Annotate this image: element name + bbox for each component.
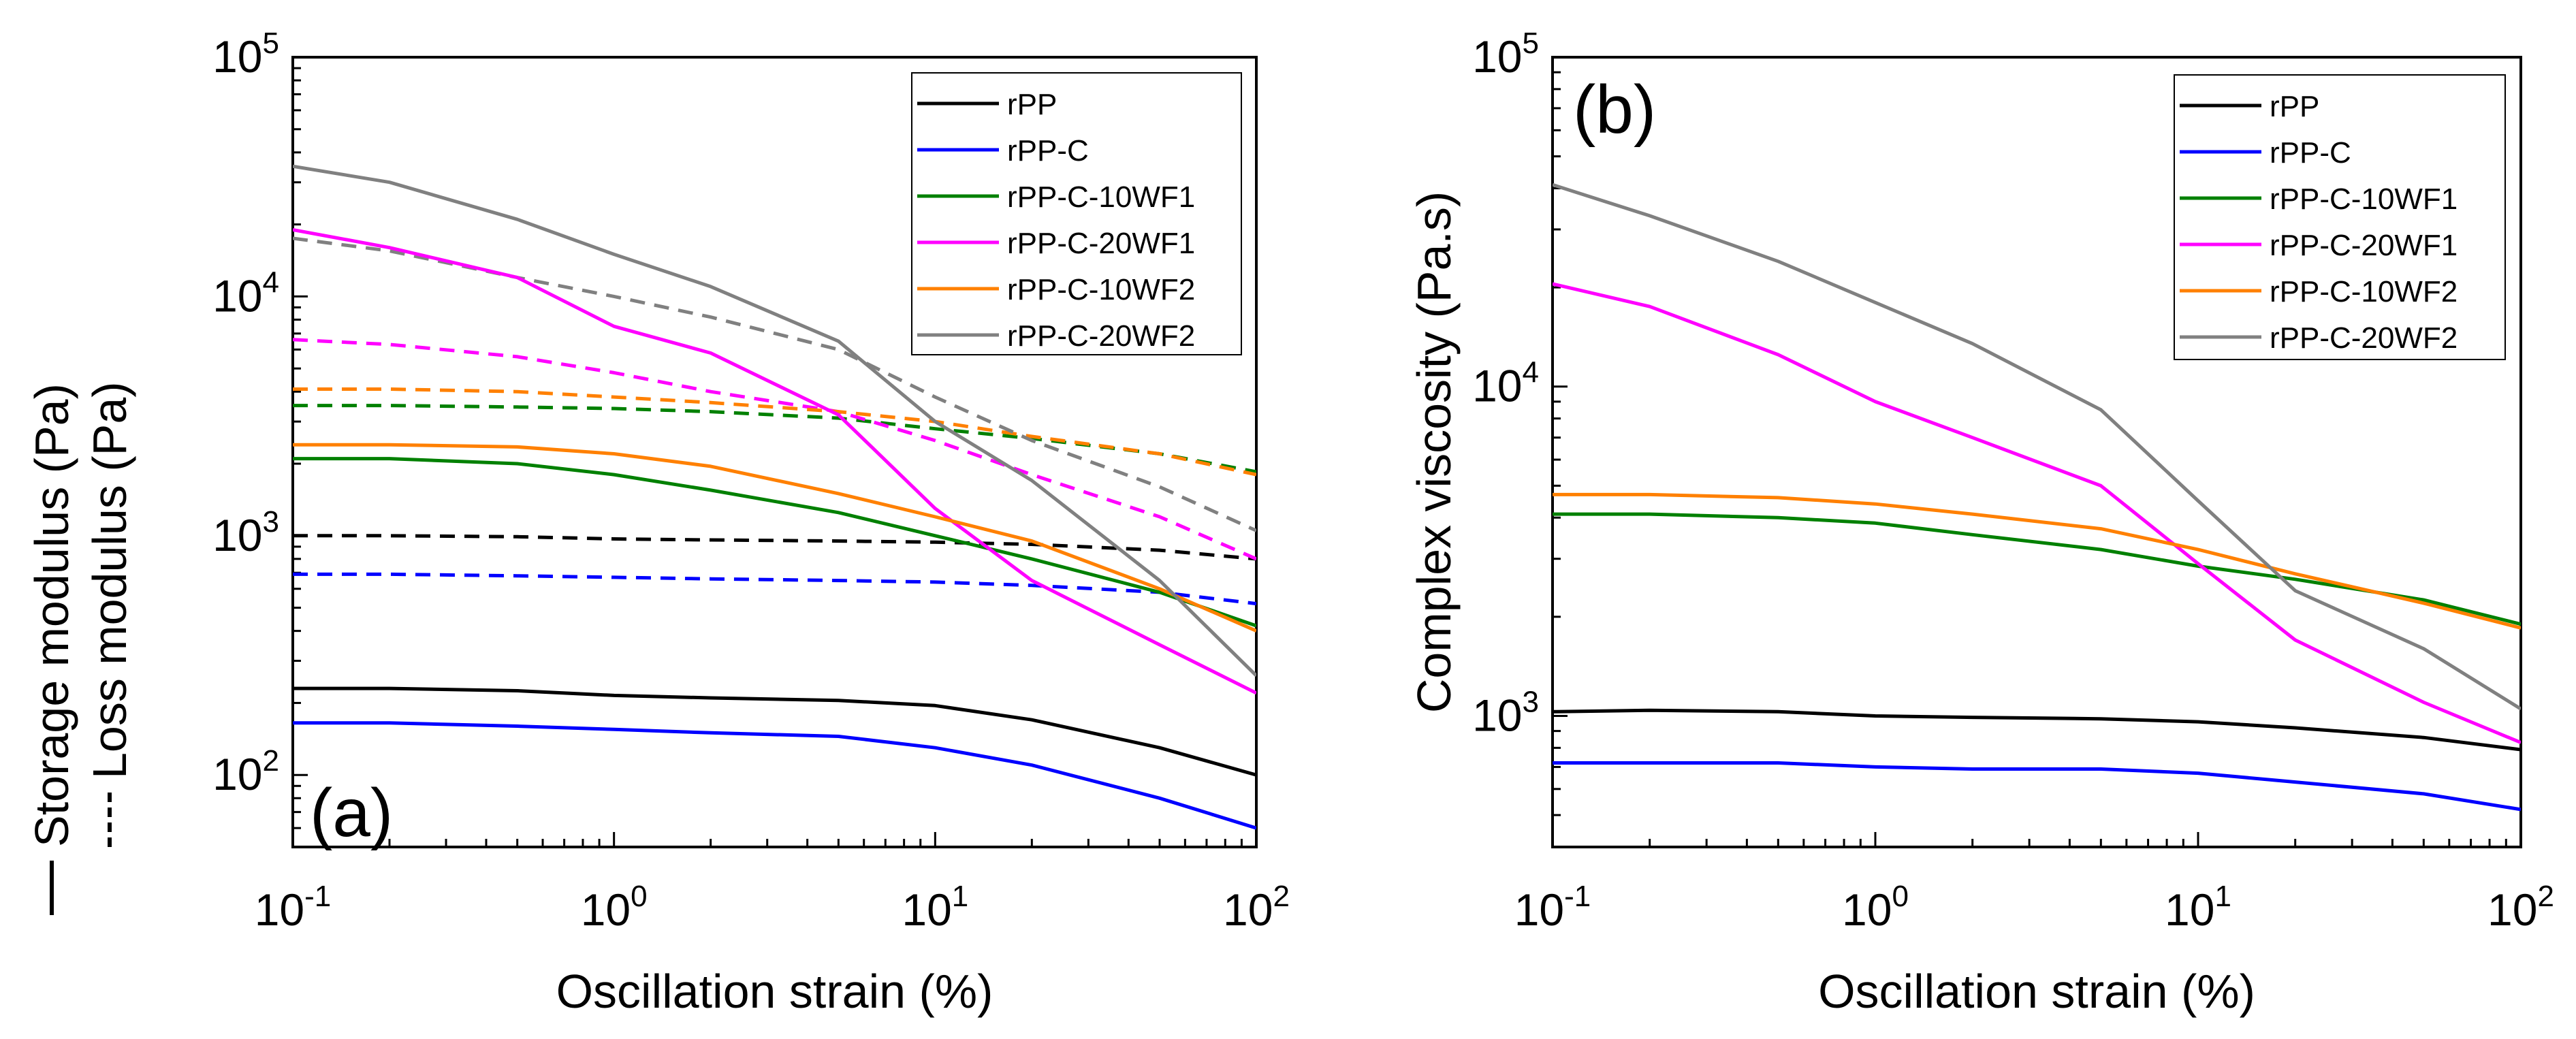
x-tick-label: 102 (2487, 880, 2554, 935)
x-tick-label-base: 10 (1842, 884, 1892, 935)
panel-label: (b) (1573, 71, 1656, 148)
x-tick-label-exponent: -1 (304, 880, 331, 913)
x-tick-label-base: 10 (902, 884, 951, 935)
y-tick-label-base: 10 (212, 270, 262, 321)
y-axis-label-storage: Storage modulus (Pa) (25, 383, 78, 915)
series-line-rpp-c-loss (293, 572, 1256, 606)
x-tick-label-exponent: -1 (1564, 880, 1591, 913)
legend: rPP rPP-C rPP-C-10WF1 rPP-C-20WF1 rPP-C-10WF… (2174, 74, 2506, 360)
x-tick-label: 100 (1842, 880, 1909, 935)
series-line-rpp-c-storage (293, 721, 1256, 830)
x-tick-label-base: 10 (2487, 884, 2537, 935)
x-axis-label: Oscillation strain (%) (1818, 965, 2255, 1018)
x-tick-label-exponent: 1 (952, 880, 968, 913)
legend-label: rPP (1007, 88, 1057, 121)
series-line-rpp-c-20wf2-viscosity (1553, 182, 2521, 711)
x-tick-label-base: 10 (1514, 884, 1564, 935)
panel-label: (a) (310, 775, 393, 851)
y-axis-label: Complex viscosity (Pa.s) (1408, 191, 1461, 713)
y-tick-label: 102 (212, 744, 279, 799)
series-line-rpp-c-10wf1-storage (293, 457, 1256, 628)
x-tick-label-exponent: 0 (1892, 880, 1908, 913)
y-tick-label-exponent: 5 (263, 27, 279, 60)
legend-label: rPP-C-20WF1 (2270, 229, 2458, 262)
series-line-rpp-storage (293, 686, 1256, 777)
series-line-rpp-c-viscosity (1553, 761, 2521, 812)
legend-label: rPP-C-10WF1 (1007, 180, 1195, 214)
y-axis-label-storage-text: Storage modulus (Pa) (25, 383, 78, 847)
y-tick-label: 103 (1472, 685, 1539, 740)
x-tick-label-base: 10 (2165, 884, 2214, 935)
x-tick-label-base: 10 (1223, 884, 1273, 935)
legend: rPP rPP-C rPP-C-10WF1 rPP-C-20WF1 rPP-C-10WF… (911, 72, 1242, 355)
y-tick-label-exponent: 5 (1523, 27, 1539, 60)
x-tick-label-base: 10 (255, 884, 304, 935)
legend-label: rPP-C-10WF2 (2270, 275, 2458, 308)
x-tick-label: 102 (1223, 880, 1290, 935)
series-line-rpp-c-20wf2-loss (293, 236, 1256, 532)
series-line-rpp-c-10wf2-storage (293, 443, 1256, 633)
y-tick-label-base: 10 (212, 749, 262, 799)
series-line-rpp-c-20wf1-loss (293, 338, 1256, 561)
legend-label: rPP-C-20WF2 (2270, 321, 2458, 355)
y-tick-label-base: 10 (212, 31, 262, 82)
y-tick-label: 103 (212, 505, 279, 560)
x-tick-label: 100 (581, 880, 648, 935)
x-tick-label-exponent: 0 (631, 880, 647, 913)
x-tick-label-base: 10 (581, 884, 631, 935)
y-tick-label-exponent: 4 (1523, 356, 1539, 389)
plot-frame (1551, 56, 2522, 848)
y-tick-label-base: 10 (212, 510, 262, 560)
y-tick-label: 104 (212, 266, 279, 321)
series-line-rpp-viscosity (1553, 708, 2521, 752)
y-tick-label-base: 10 (1472, 361, 1522, 411)
x-tick-label-exponent: 2 (1273, 880, 1289, 913)
y-tick-label-base: 10 (1472, 31, 1522, 82)
y-tick-label-exponent: 4 (263, 266, 279, 299)
x-tick-label-exponent: 1 (2214, 880, 2231, 913)
y-tick-label: 105 (212, 27, 279, 82)
x-tick-label: 101 (902, 880, 968, 935)
y-tick-label-exponent: 3 (1523, 685, 1539, 718)
legend-label: rPP-C (1007, 134, 1089, 167)
series-line-rpp-c-20wf1-viscosity (1553, 282, 2521, 744)
x-axis-label: Oscillation strain (%) (556, 965, 993, 1018)
legend-label: rPP (2270, 90, 2319, 123)
y-tick-label-exponent: 3 (263, 505, 279, 539)
x-tick-label: 10-1 (1514, 880, 1591, 935)
series-line-rpp-c-10wf2-loss (293, 387, 1256, 477)
x-tick-label: 10-1 (255, 880, 332, 935)
y-tick-label-base: 10 (1472, 690, 1522, 740)
y-axis-label-loss: Loss modulus (Pa) (83, 381, 136, 847)
legend-label: rPP-C-20WF1 (1007, 227, 1195, 260)
plot-frame (291, 56, 1258, 848)
legend-box (911, 72, 1242, 355)
y-tick-label: 105 (1472, 27, 1539, 82)
x-tick-label: 101 (2165, 880, 2231, 935)
x-tick-label-exponent: 2 (2537, 880, 2554, 913)
series-line-rpp-loss (293, 534, 1256, 561)
y-axis-label-loss-text: Loss modulus (Pa) (83, 381, 136, 779)
series-line-rpp-c-20wf1-storage (293, 227, 1256, 695)
y-tick-label-exponent: 2 (263, 744, 279, 778)
series-line-rpp-c-20wf2-storage (293, 164, 1256, 677)
legend-label: rPP-C-10WF2 (1007, 273, 1195, 306)
y-tick-label: 104 (1472, 356, 1539, 411)
legend-label: rPP-C-10WF1 (2270, 182, 2458, 216)
series-line-rpp-c-10wf1-loss (293, 404, 1256, 474)
legend-box (2174, 74, 2506, 360)
legend-label: rPP-C (2270, 136, 2351, 170)
series-line-rpp-c-10wf2-viscosity (1553, 492, 2521, 630)
series-line-rpp-c-10wf1-viscosity (1553, 512, 2521, 626)
legend-label: rPP-C-20WF2 (1007, 319, 1195, 353)
